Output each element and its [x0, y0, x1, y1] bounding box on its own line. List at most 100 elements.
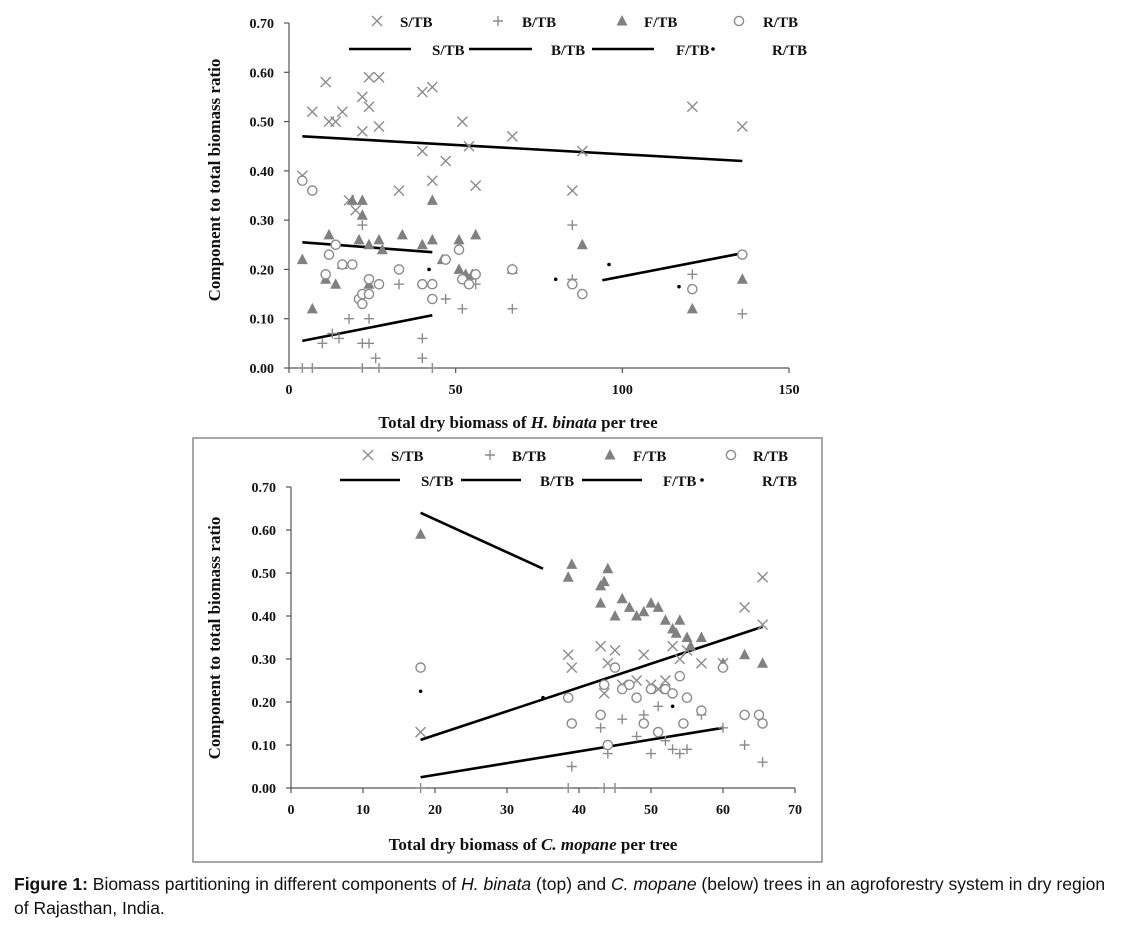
point-r-tb	[357, 298, 368, 310]
point-r-tb	[363, 288, 375, 300]
legend-line-label: B/TB	[540, 474, 574, 490]
point-r-tb	[678, 718, 689, 729]
point-s-tb	[336, 106, 348, 118]
point-r-tb	[624, 679, 635, 691]
point-s-tb	[330, 116, 342, 128]
x-tick-label: 60	[716, 803, 730, 818]
point-s-tb	[686, 101, 698, 113]
point-f-tb	[757, 657, 769, 668]
trend-line-b-tb	[420, 726, 724, 779]
point-b-tb	[417, 353, 428, 364]
point-s-tb	[356, 91, 368, 103]
point-f-tb	[695, 631, 707, 642]
caption-text-3: (below) trees in an agroforestry system …	[14, 874, 1106, 918]
x-tick-label: 50	[449, 383, 463, 398]
trend-dot-r-tb	[427, 267, 431, 272]
point-b-tb	[595, 722, 606, 733]
y-tick-label: 0.70	[250, 17, 275, 32]
point-b-tb	[610, 783, 620, 793]
point-f-tb	[681, 631, 693, 642]
point-b-tb	[566, 761, 577, 772]
point-b-tb	[682, 744, 692, 755]
x-tick-label: 20	[428, 803, 442, 818]
point-b-tb	[718, 722, 728, 733]
legend-dot-r-tb	[711, 47, 715, 51]
point-b-tb	[667, 744, 678, 755]
legend-marker-s-tb	[362, 449, 374, 461]
point-f-tb	[674, 614, 686, 625]
legend-label: R/TB	[753, 449, 788, 465]
point-s-tb	[363, 71, 375, 83]
point-f-tb	[602, 562, 614, 574]
point-s-tb	[576, 145, 588, 157]
point-s-tb	[667, 640, 679, 652]
point-b-tb	[374, 363, 384, 373]
point-f-tb	[623, 601, 635, 612]
point-b-tb	[457, 303, 468, 314]
point-r-tb	[330, 239, 341, 251]
lower-chart-frame	[192, 437, 823, 863]
point-f-tb	[296, 253, 308, 265]
legend-marker-f-tb	[604, 449, 616, 460]
legend-label: B/TB	[512, 449, 546, 465]
trend-dot-r-tb	[670, 704, 675, 709]
y-tick-label: 0.00	[250, 362, 275, 377]
y-tick-label: 0.60	[252, 524, 277, 539]
point-s-tb	[566, 185, 578, 197]
point-s-tb	[393, 185, 405, 197]
point-r-tb	[470, 269, 481, 280]
point-b-tb	[687, 269, 698, 280]
point-s-tb	[736, 121, 748, 132]
legend-line-label: F/TB	[676, 43, 709, 59]
x-tick-label: 30	[500, 803, 514, 818]
point-s-tb	[416, 86, 428, 98]
legend-line-label: S/TB	[421, 474, 454, 490]
point-r-tb	[417, 278, 428, 290]
point-f-tb	[363, 238, 375, 250]
point-r-tb	[337, 259, 348, 270]
y-tick-label: 0.50	[250, 116, 275, 131]
point-s-tb	[363, 101, 375, 113]
y-tick-label: 0.10	[250, 313, 275, 328]
point-f-tb	[396, 228, 408, 240]
legend-line-label: F/TB	[663, 474, 696, 490]
point-b-tb	[297, 363, 308, 373]
point-f-tb	[415, 528, 427, 539]
caption-text-2: (top) and	[531, 874, 611, 894]
point-s-tb	[426, 81, 438, 93]
x-tick-label: 70	[788, 803, 802, 818]
y-axis-title: Component to total biomass ratio	[205, 517, 224, 760]
trend-dot-r-tb	[553, 277, 558, 282]
point-r-tb	[440, 254, 451, 265]
point-b-tb	[563, 783, 574, 793]
figure-caption: Figure 1: Biomass partitioning in differ…	[14, 872, 1119, 920]
point-b-tb	[599, 783, 610, 793]
point-r-tb	[427, 278, 438, 290]
point-f-tb	[686, 302, 698, 314]
point-r-tb	[739, 709, 750, 721]
point-b-tb	[757, 757, 768, 768]
y-axis-title: Component to total biomass ratio	[205, 59, 224, 302]
legend-line-label: R/TB	[772, 43, 807, 59]
point-r-tb	[307, 185, 318, 196]
point-r-tb	[393, 264, 405, 275]
legend-label: S/TB	[391, 449, 424, 465]
point-r-tb	[609, 662, 621, 673]
point-s-tb	[674, 653, 686, 665]
point-r-tb	[681, 692, 693, 704]
point-b-tb	[370, 353, 381, 364]
legend-line-label: R/TB	[762, 474, 797, 490]
point-b-tb	[427, 363, 438, 373]
point-f-tb	[670, 627, 682, 638]
point-r-tb	[297, 175, 308, 187]
legend-marker-s-tb	[371, 15, 383, 27]
legend-line-label: S/TB	[432, 43, 465, 59]
point-r-tb	[415, 662, 426, 673]
point-f-tb	[638, 605, 650, 617]
point-s-tb	[695, 657, 707, 669]
point-r-tb	[323, 249, 335, 260]
point-s-tb	[757, 571, 769, 583]
point-b-tb	[739, 740, 750, 750]
point-r-tb	[667, 688, 678, 699]
